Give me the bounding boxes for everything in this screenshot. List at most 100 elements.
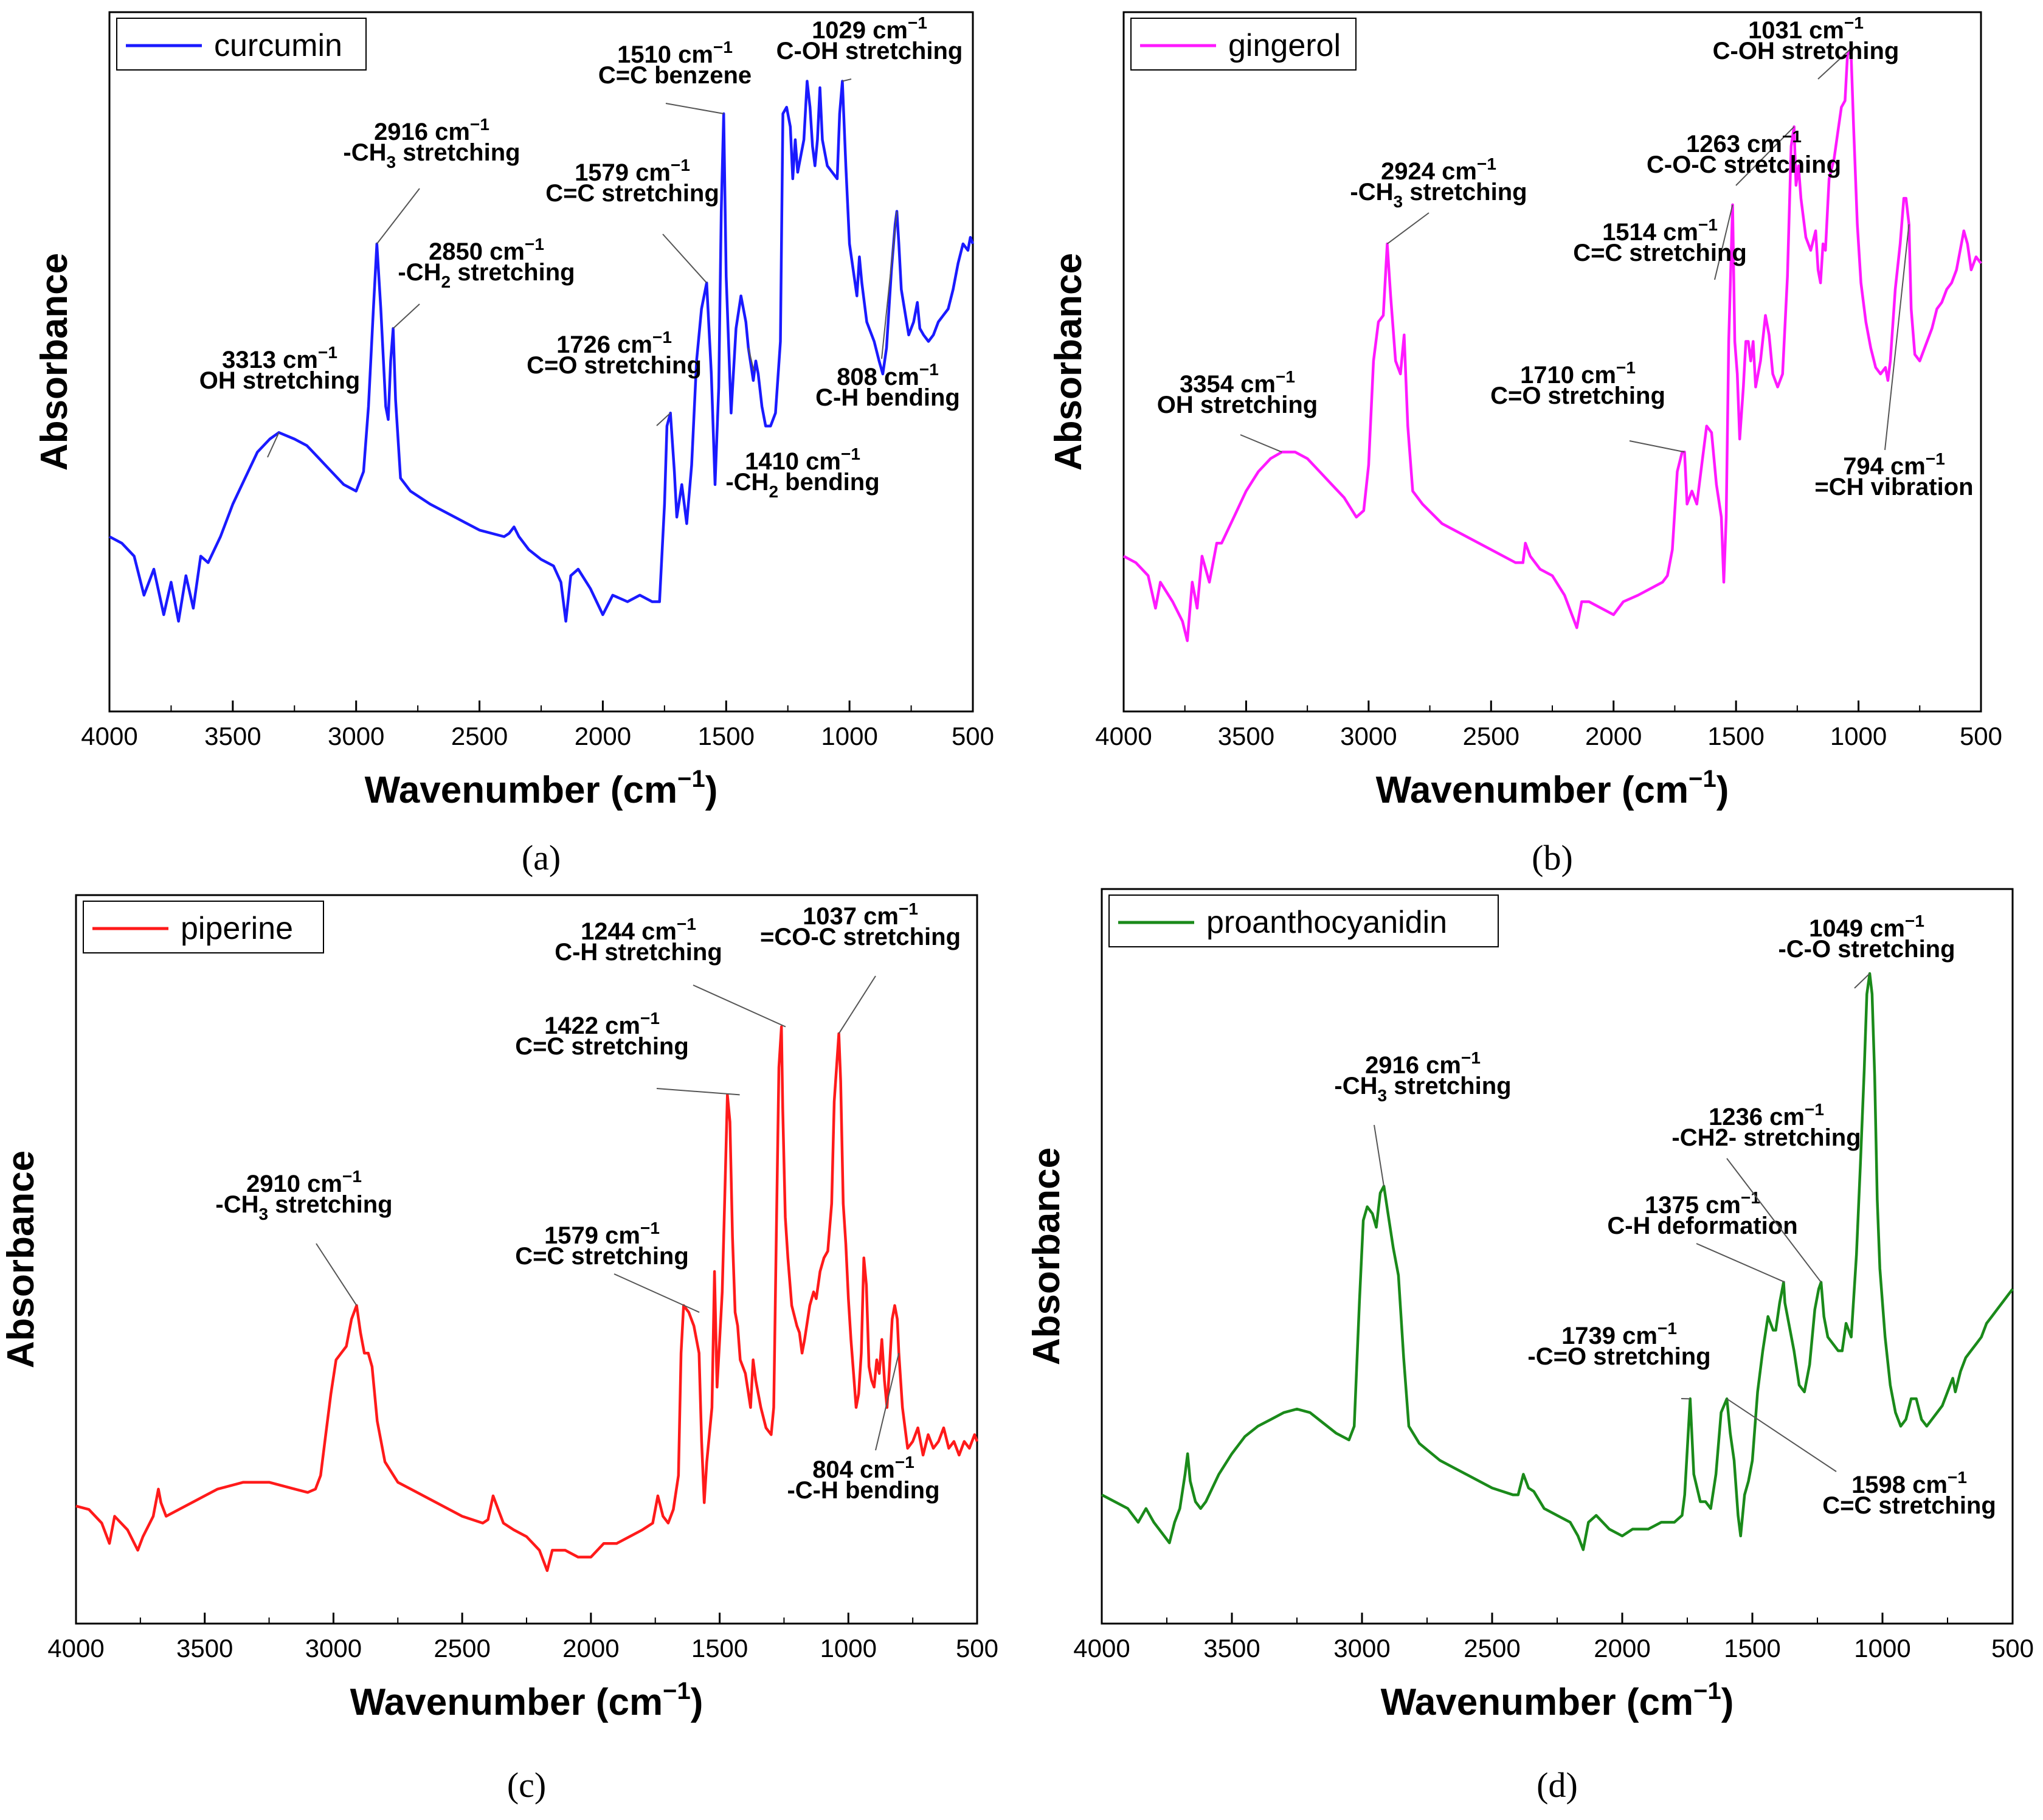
annotation-label: 808 cm−1 C-H bending — [815, 360, 960, 411]
x-tick-label: 500 — [1960, 722, 2002, 750]
legend-label: curcumin — [214, 28, 342, 63]
x-tick-label: 4000 — [81, 722, 137, 750]
legend: proanthocyanidin — [1108, 894, 1499, 947]
annotation-label: 1049 cm−1 -C-O stretching — [1778, 912, 1955, 963]
annotation-leader — [1696, 1243, 1785, 1283]
annotation-label: 2910 cm−1 -CH3 stretching — [215, 1167, 392, 1223]
x-axis-label: Wavenumber (cm−1) — [1376, 766, 1729, 811]
panel-label: (b) — [1532, 838, 1573, 877]
legend: piperine — [83, 901, 324, 953]
annotation-leader — [1854, 973, 1870, 989]
x-tick-label: 500 — [952, 722, 994, 750]
annotation-leader — [1735, 126, 1795, 186]
annotation-leader — [842, 78, 852, 82]
annotation-label: 1263 cm−1 C-O-C stretching — [1647, 127, 1841, 178]
chart-panel-4: 4000 3500 3000 2500 2000 1500 1000 500 Wavenumbe… — [1026, 888, 2034, 1805]
x-tick-label: 3500 — [1218, 722, 1274, 750]
x-tick-label: 2500 — [1463, 722, 1519, 750]
annotation-label: 1037 cm−1 =CO-C stretching — [760, 899, 961, 950]
legend: gingerol — [1130, 18, 1357, 71]
annotation-label: 1422 cm−1 C=C stretching — [515, 1009, 689, 1060]
annotation-leader — [662, 234, 707, 283]
annotation-leader — [376, 188, 420, 244]
annotation-label: 2924 cm−1 -CH3 stretching — [1350, 154, 1527, 211]
annotation-label: 1739 cm−1 -C=O stretching — [1527, 1319, 1710, 1370]
annotation-leader — [1240, 434, 1282, 453]
x-axis-label: Wavenumber (cm−1) — [365, 766, 718, 811]
spectrum-line-curcumin — [108, 80, 975, 623]
x-tick-label: 1000 — [821, 722, 877, 750]
x-tick-label: 1000 — [1854, 1634, 1910, 1663]
x-tick-label: 2000 — [562, 1634, 619, 1663]
legend-box — [1130, 18, 1357, 71]
chart-panel-3: 4000 3500 3000 2500 2000 1500 1000 500 Wavenumbe… — [0, 894, 998, 1805]
legend-label: gingerol — [1228, 28, 1341, 63]
x-tick-label: 3500 — [1203, 1634, 1260, 1663]
x-tick-label: 3000 — [1333, 1634, 1390, 1663]
annotation-leader — [838, 975, 876, 1034]
annotation-label: 1031 cm−1 C-OH stretching — [1713, 13, 1900, 64]
annotation-label: 1244 cm−1 C-H stretching — [555, 915, 722, 966]
x-tick-label: 2000 — [1585, 722, 1642, 750]
annotation-leader — [1726, 1398, 1837, 1472]
annotation-label: 1579 cm−1 C=C stretching — [545, 156, 719, 207]
x-tick-label: 1500 — [1707, 722, 1764, 750]
x-tick-label: 3000 — [328, 722, 384, 750]
annotation-leader — [881, 211, 898, 359]
x-tick-label: 2000 — [575, 722, 631, 750]
annotation-label: 804 cm−1 -C-H bending — [787, 1453, 939, 1504]
annotation-label: 1598 cm−1 C=C stretching — [1822, 1468, 1996, 1519]
annotation-leader — [1629, 440, 1685, 453]
annotation-leader — [656, 1088, 740, 1096]
x-axis-label: Wavenumber (cm−1) — [1381, 1678, 1734, 1723]
annotation-label: 1514 cm−1 C=C stretching — [1573, 215, 1747, 266]
spectrum-line-gingerol — [1122, 47, 1982, 642]
annotation-label: 1236 cm−1 -CH2- stretching — [1671, 1100, 1861, 1151]
x-tick-label: 1500 — [698, 722, 755, 750]
annotation-label: 2916 cm−1 -CH3 stretching — [1334, 1048, 1511, 1105]
annotation-leader — [614, 1273, 700, 1313]
x-tick-label: 2500 — [434, 1634, 490, 1663]
x-tick-label: 2500 — [1464, 1634, 1520, 1663]
annotation-label: 3354 cm−1 OH stretching — [1157, 367, 1318, 418]
annotation-label: 794 cm−1 =CH vibration — [1814, 449, 1973, 500]
annotation-leader — [1726, 1158, 1822, 1283]
annotation-label: 1710 cm−1 C=O stretching — [1490, 358, 1665, 409]
annotation-leader — [1374, 1124, 1384, 1186]
x-tick-label: 4000 — [1095, 722, 1152, 750]
annotation-label: 1579 cm−1 C=C stretching — [515, 1219, 689, 1270]
annotation-leader — [316, 1243, 358, 1306]
panel-label: (d) — [1537, 1765, 1578, 1805]
x-tick-label: 1500 — [1724, 1634, 1780, 1663]
spectrum-line-piperine — [75, 1025, 979, 1573]
annotation-label: 2850 cm−1 -CH2 stretching — [398, 235, 575, 291]
x-axis-label: Wavenumber (cm−1) — [350, 1678, 703, 1723]
panel-label: (a) — [522, 838, 561, 877]
x-tick-label: 2500 — [451, 722, 508, 750]
spectrum-line-proanthocyanidin — [1101, 972, 2014, 1551]
annotation-leader — [875, 1352, 900, 1451]
annotation-label: 1375 cm−1 C-H deformation — [1607, 1188, 1797, 1239]
y-axis-label: Absorbance — [1048, 253, 1090, 471]
y-axis-label: Absorbance — [1026, 1147, 1068, 1365]
annotation-label: 1029 cm−1 C-OH stretching — [776, 13, 963, 64]
annotation-label: 1510 cm−1 C=C benzene — [598, 38, 752, 89]
annotation-label: 1410 cm−1 -CH2 bending — [725, 445, 879, 501]
annotation-label: 2916 cm−1 -CH3 stretching — [343, 115, 520, 171]
annotation-leader — [1386, 212, 1429, 244]
annotation-leader — [1884, 224, 1910, 451]
legend: curcumin — [116, 18, 367, 71]
y-axis-label: Absorbance — [33, 253, 75, 471]
x-tick-label: 4000 — [1073, 1634, 1130, 1663]
x-tick-label: 3500 — [204, 722, 261, 750]
annotation-leader — [747, 347, 755, 372]
x-tick-label: 1000 — [1830, 722, 1887, 750]
x-tick-label: 4000 — [47, 1634, 104, 1663]
y-axis-label: Absorbance — [0, 1150, 42, 1368]
annotation-label: 1726 cm−1 C=O stretching — [527, 328, 702, 379]
annotation-leader — [267, 432, 280, 458]
annotation-leader — [1714, 204, 1734, 280]
annotation-leader — [656, 412, 671, 426]
panel-label: (c) — [507, 1765, 546, 1805]
